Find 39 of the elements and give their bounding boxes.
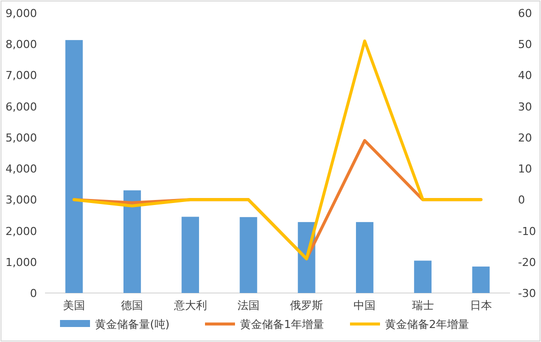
x-tick-label: 中国 xyxy=(354,299,376,312)
bar xyxy=(240,217,258,293)
line-series xyxy=(72,40,482,260)
y-tick-label: 9,000 xyxy=(6,7,37,20)
y-tick-label: 4,000 xyxy=(6,162,37,176)
y-tick-label: 3,000 xyxy=(6,194,37,207)
y2-tick-label: 40 xyxy=(518,69,532,82)
x-tick-label: 意大利 xyxy=(172,299,207,312)
y-tick-label: 8,000 xyxy=(6,38,37,52)
x-tick-label: 日本 xyxy=(470,299,492,312)
y2-tick-label: 20 xyxy=(518,131,532,144)
bar xyxy=(65,40,83,293)
legend-label: 黄金储备1年增量 xyxy=(240,318,324,331)
bar xyxy=(356,222,374,293)
legend-label: 黄金储备量(吨) xyxy=(95,318,170,331)
x-tick-label: 法国 xyxy=(237,299,260,312)
y2-tick-label: 50 xyxy=(518,38,532,52)
bar xyxy=(123,190,141,293)
bar xyxy=(182,216,200,293)
y2-tick-label: -20 xyxy=(518,256,536,269)
bar xyxy=(414,260,432,293)
x-tick-label: 美国 xyxy=(63,299,86,312)
y-tick-label: 0 xyxy=(30,287,37,300)
y-tick-label: 5,000 xyxy=(6,131,37,144)
x-tick-label: 瑞士 xyxy=(412,299,434,312)
y2-tick-label: 60 xyxy=(518,7,532,20)
y2-tick-label: 10 xyxy=(518,162,532,176)
y2-tick-label: 0 xyxy=(518,194,525,207)
y2-tick-label: -30 xyxy=(518,287,536,300)
y-tick-label: 2,000 xyxy=(6,224,37,238)
y-tick-label: 6,000 xyxy=(6,100,37,114)
x-tick-label: 俄罗斯 xyxy=(290,299,324,312)
x-tick-label: 德国 xyxy=(121,299,144,312)
y2-tick-label: -10 xyxy=(518,224,536,238)
y-tick-label: 1,000 xyxy=(6,256,37,269)
y-tick-label: 7,000 xyxy=(6,69,37,82)
legend-label: 黄金储备2年增量 xyxy=(385,318,469,331)
y2-tick-label: 30 xyxy=(518,100,532,114)
bar xyxy=(472,266,490,293)
